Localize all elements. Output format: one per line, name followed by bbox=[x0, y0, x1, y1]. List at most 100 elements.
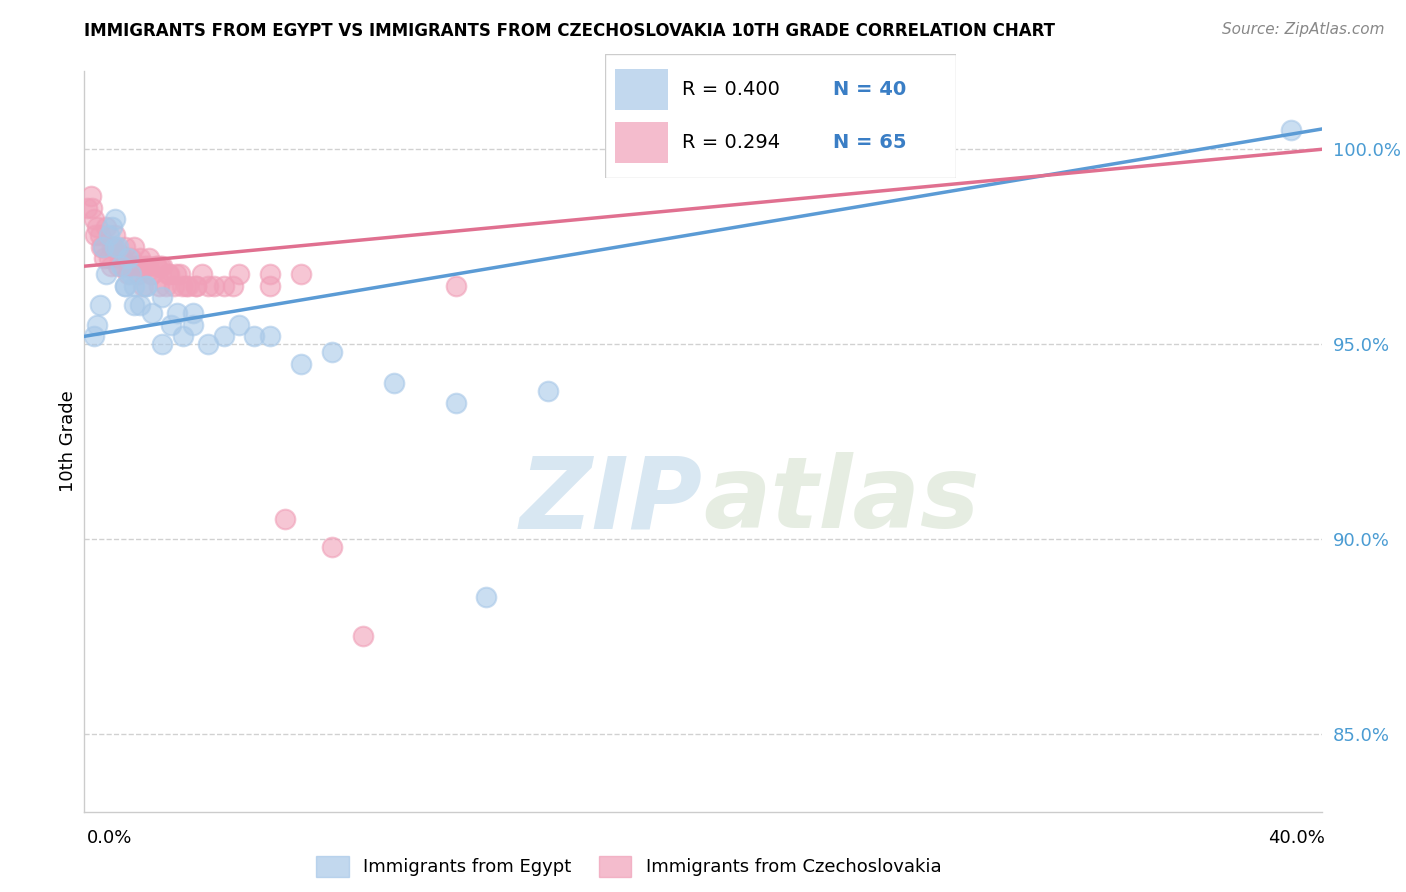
Point bbox=[136, 259, 159, 273]
Point bbox=[352, 629, 374, 643]
Point bbox=[79, 189, 101, 203]
Point bbox=[321, 345, 343, 359]
Text: atlas: atlas bbox=[703, 452, 980, 549]
Text: N = 40: N = 40 bbox=[832, 80, 907, 99]
Point bbox=[169, 267, 191, 281]
Point bbox=[131, 259, 153, 273]
Point bbox=[132, 278, 155, 293]
Point bbox=[290, 357, 312, 371]
Point bbox=[177, 278, 200, 293]
Text: N = 65: N = 65 bbox=[832, 133, 907, 152]
Point bbox=[104, 227, 127, 242]
Point bbox=[155, 278, 177, 293]
Point bbox=[122, 278, 145, 293]
Point bbox=[146, 259, 169, 273]
Point bbox=[112, 259, 135, 273]
Point bbox=[145, 259, 167, 273]
Point bbox=[184, 278, 207, 293]
Point bbox=[243, 329, 266, 343]
Text: 0.0%: 0.0% bbox=[87, 829, 132, 847]
Text: R = 0.400: R = 0.400 bbox=[682, 80, 780, 99]
Text: 40.0%: 40.0% bbox=[1268, 829, 1324, 847]
Point bbox=[197, 337, 219, 351]
Point bbox=[259, 329, 281, 343]
Point bbox=[107, 259, 129, 273]
Point bbox=[181, 318, 204, 332]
Point bbox=[76, 201, 98, 215]
Point bbox=[129, 252, 152, 266]
FancyBboxPatch shape bbox=[605, 54, 956, 178]
Point bbox=[114, 278, 136, 293]
Point bbox=[172, 329, 194, 343]
Point bbox=[104, 212, 127, 227]
Point bbox=[83, 212, 105, 227]
Point bbox=[120, 267, 142, 281]
Point bbox=[150, 290, 173, 304]
Point bbox=[82, 201, 104, 215]
Point bbox=[91, 240, 114, 254]
Point bbox=[91, 240, 114, 254]
Point bbox=[139, 267, 162, 281]
Point bbox=[129, 298, 152, 312]
Point bbox=[191, 267, 214, 281]
Point bbox=[149, 259, 172, 273]
Point bbox=[1279, 123, 1302, 137]
Point bbox=[444, 278, 467, 293]
Point bbox=[121, 259, 143, 273]
Point bbox=[222, 278, 245, 293]
Point bbox=[321, 540, 343, 554]
Text: IMMIGRANTS FROM EGYPT VS IMMIGRANTS FROM CZECHOSLOVAKIA 10TH GRADE CORRELATION C: IMMIGRANTS FROM EGYPT VS IMMIGRANTS FROM… bbox=[84, 22, 1056, 40]
Point bbox=[117, 252, 139, 266]
Point bbox=[94, 267, 117, 281]
Point bbox=[141, 306, 163, 320]
Point bbox=[202, 278, 225, 293]
Text: ZIP: ZIP bbox=[520, 452, 703, 549]
Point bbox=[176, 278, 198, 293]
Point bbox=[148, 278, 170, 293]
Point bbox=[122, 298, 145, 312]
Point bbox=[165, 267, 187, 281]
Point bbox=[122, 240, 145, 254]
Point bbox=[212, 329, 235, 343]
Point bbox=[212, 278, 235, 293]
Point bbox=[274, 512, 297, 526]
Point bbox=[166, 306, 188, 320]
Point bbox=[98, 252, 121, 266]
Point bbox=[156, 267, 179, 281]
Point bbox=[259, 267, 281, 281]
Point bbox=[94, 220, 117, 235]
Point bbox=[110, 259, 132, 273]
Point bbox=[159, 267, 180, 281]
Point bbox=[150, 337, 173, 351]
Point bbox=[101, 220, 124, 235]
Point bbox=[537, 384, 560, 398]
Point bbox=[118, 259, 141, 273]
Point bbox=[86, 318, 108, 332]
Point bbox=[135, 278, 157, 293]
Point bbox=[228, 267, 250, 281]
Point bbox=[90, 240, 112, 254]
Point bbox=[475, 591, 498, 605]
Point bbox=[135, 278, 157, 293]
Point bbox=[382, 376, 405, 390]
Point bbox=[86, 220, 108, 235]
Text: R = 0.294: R = 0.294 bbox=[682, 133, 780, 152]
Point bbox=[101, 240, 124, 254]
Point bbox=[89, 227, 111, 242]
Point bbox=[108, 252, 131, 266]
Point bbox=[110, 247, 132, 261]
Point bbox=[163, 278, 186, 293]
Point bbox=[114, 278, 136, 293]
Point bbox=[444, 395, 467, 409]
Point bbox=[84, 227, 107, 242]
Point bbox=[89, 298, 111, 312]
Point bbox=[197, 278, 219, 293]
Text: Source: ZipAtlas.com: Source: ZipAtlas.com bbox=[1222, 22, 1385, 37]
Point bbox=[135, 259, 157, 273]
Point bbox=[184, 278, 207, 293]
Point bbox=[160, 318, 183, 332]
Point bbox=[290, 267, 312, 281]
Point bbox=[141, 267, 163, 281]
Point bbox=[170, 278, 193, 293]
Point bbox=[127, 267, 149, 281]
